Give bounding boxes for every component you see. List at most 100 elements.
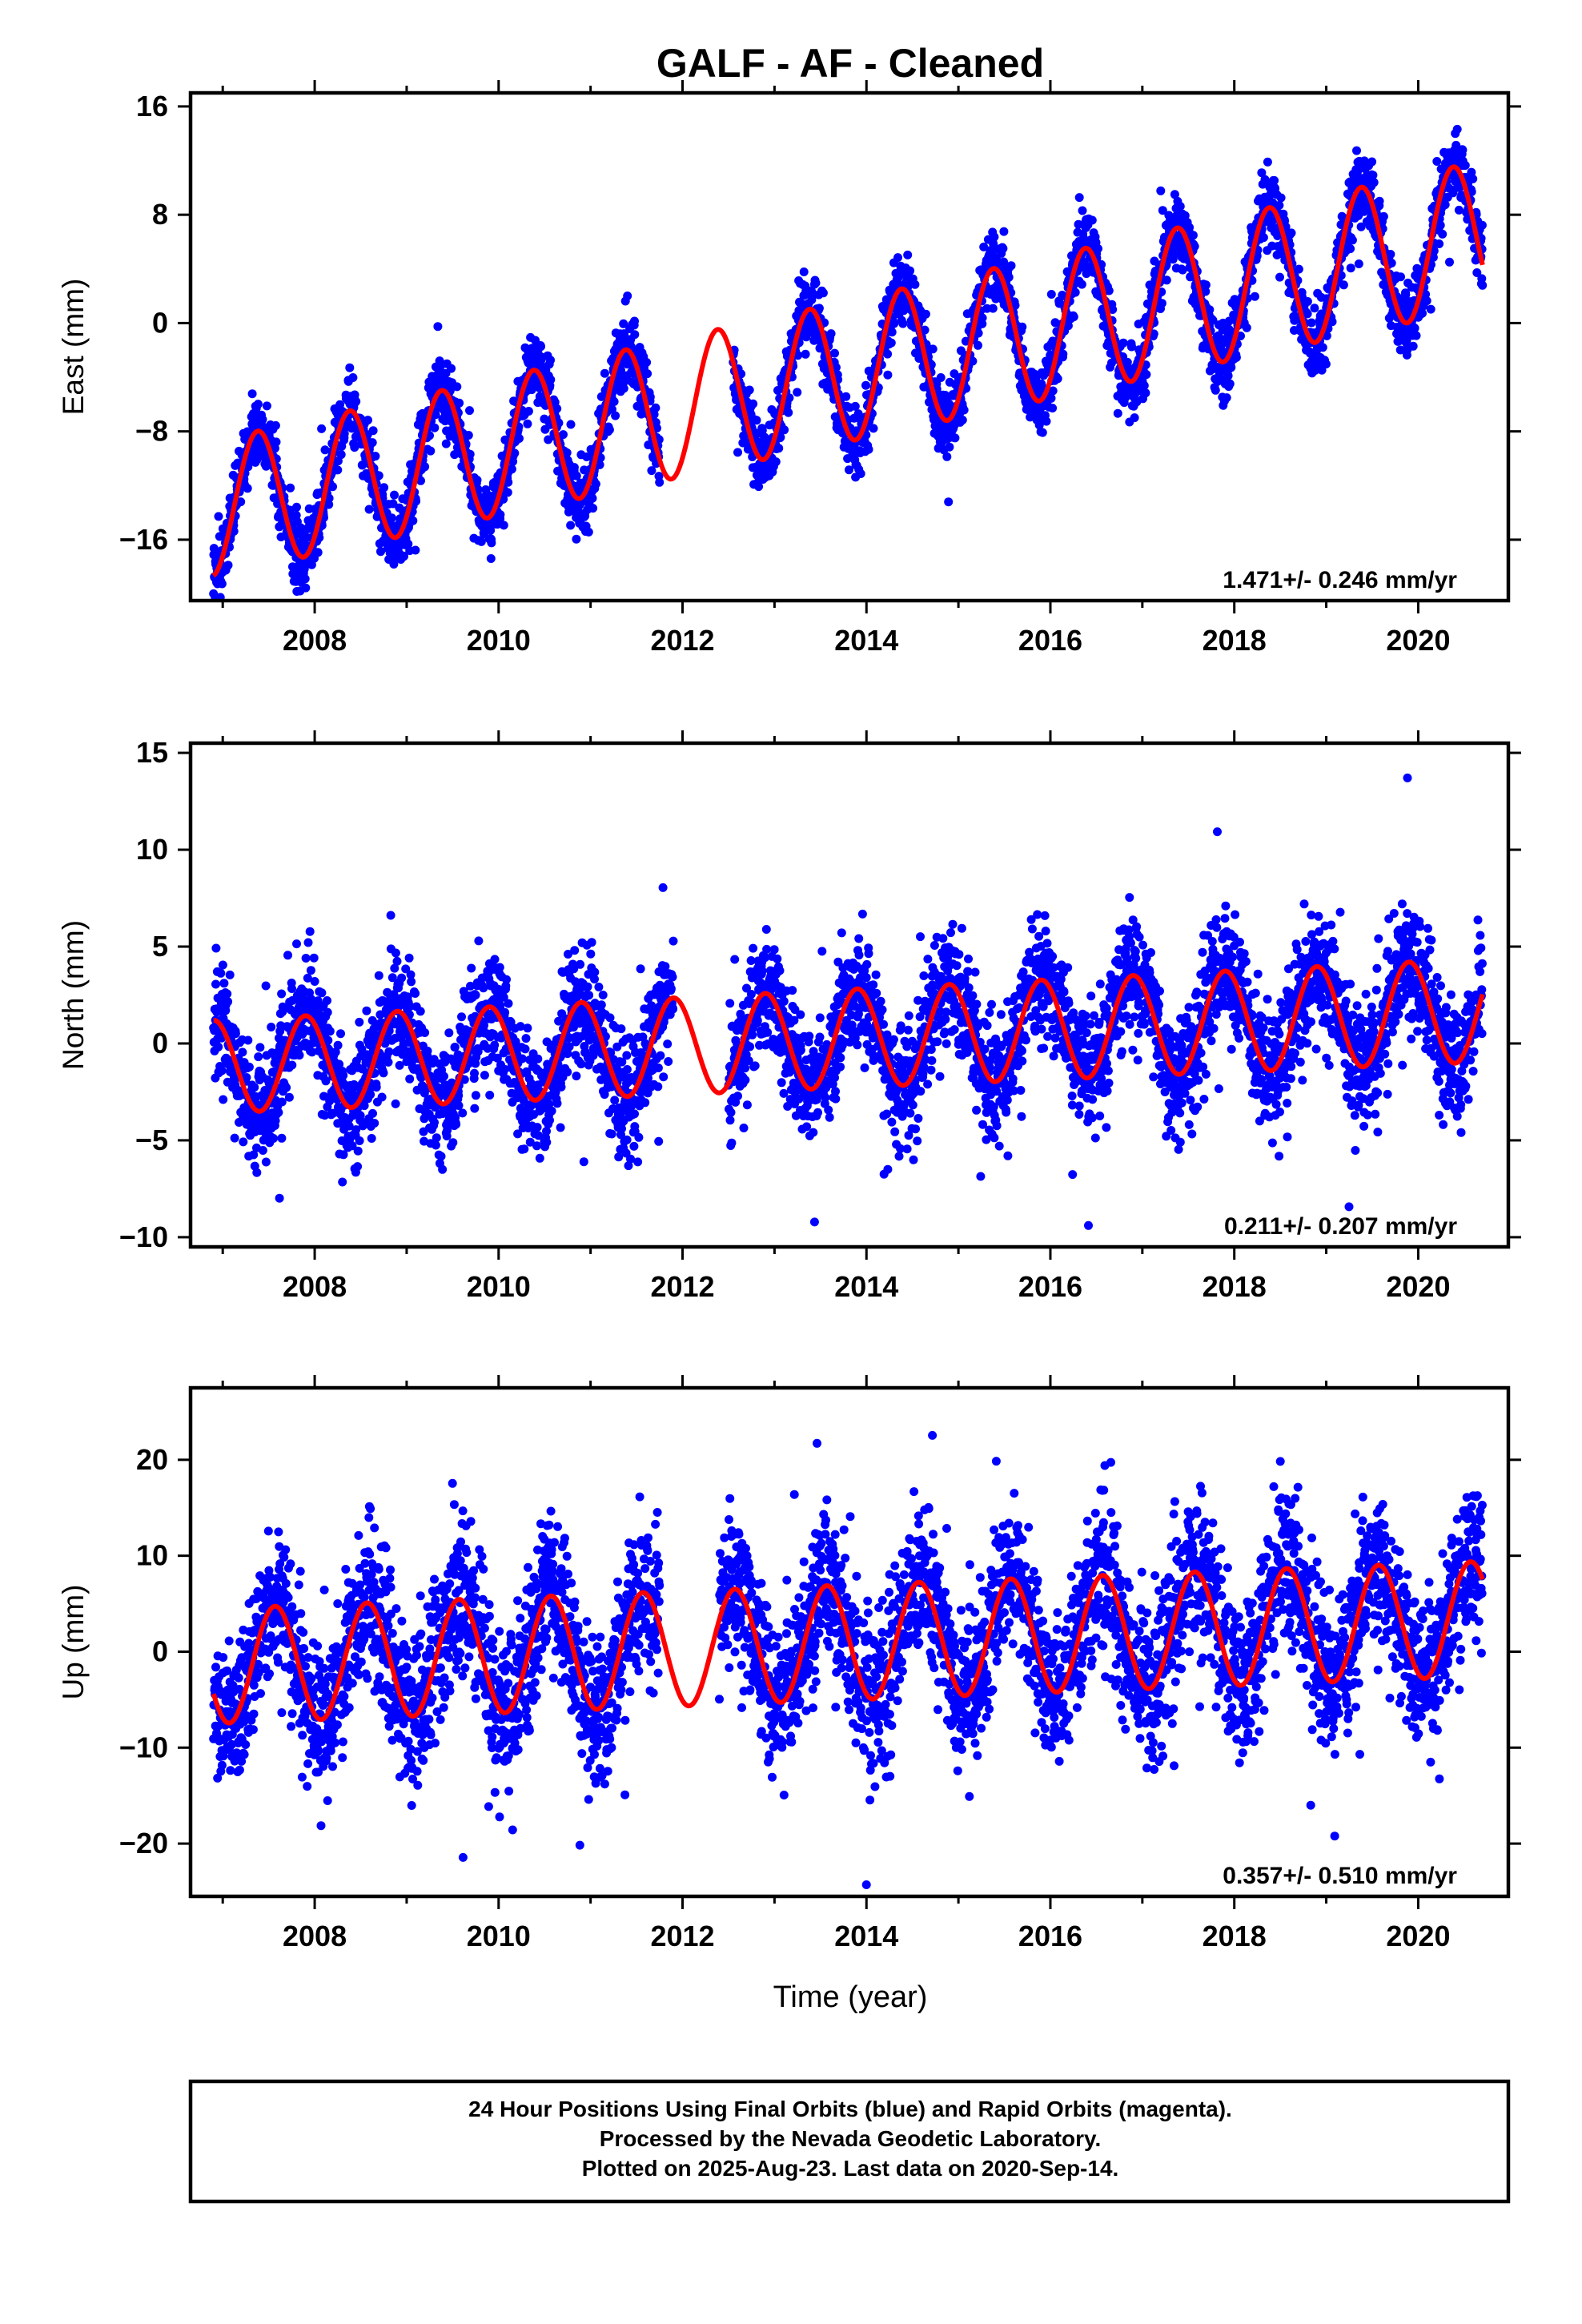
data-point — [216, 968, 226, 978]
data-point — [364, 505, 374, 514]
data-point — [496, 510, 505, 520]
data-point — [655, 477, 665, 487]
data-point — [793, 351, 803, 360]
data-point — [572, 471, 581, 480]
data-point — [452, 382, 462, 392]
data-point — [1078, 206, 1087, 215]
data-point — [441, 439, 451, 448]
data-point — [616, 366, 625, 375]
data-point — [826, 329, 836, 339]
data-point — [411, 545, 420, 555]
data-point — [771, 457, 781, 467]
data-point — [968, 356, 978, 366]
data-point — [1108, 305, 1118, 314]
data-point — [487, 538, 496, 548]
data-point — [362, 1006, 371, 1015]
data-point — [845, 465, 853, 475]
data-point — [1250, 292, 1259, 301]
data-point — [223, 561, 233, 570]
data-point — [1369, 178, 1379, 187]
data-point — [1275, 272, 1284, 282]
data-point — [231, 1029, 240, 1039]
data-point — [1422, 296, 1431, 306]
data-point — [215, 593, 225, 601]
data-point — [503, 488, 512, 497]
data-point — [1411, 331, 1421, 340]
data-point — [785, 393, 794, 403]
data-point — [374, 971, 383, 980]
data-point — [856, 469, 865, 478]
data-point — [544, 435, 553, 444]
data-point — [225, 970, 235, 979]
data-point — [887, 328, 897, 337]
y-tick-label: −16 — [119, 523, 168, 556]
data-point — [1460, 161, 1470, 170]
data-point — [1339, 280, 1348, 290]
data-point — [1435, 239, 1444, 248]
data-point — [252, 1168, 262, 1177]
data-point — [277, 1133, 287, 1143]
data-point — [1175, 202, 1185, 211]
data-point — [389, 560, 399, 569]
data-point — [733, 448, 742, 457]
data-point — [255, 1043, 265, 1052]
data-point — [384, 1047, 394, 1056]
data-point — [886, 338, 896, 348]
data-point — [1074, 193, 1084, 203]
data-point — [305, 927, 315, 936]
data-point — [376, 547, 385, 557]
data-point — [219, 1095, 228, 1104]
data-point — [301, 954, 311, 963]
data-point — [588, 504, 598, 513]
y-axis-label: East (mm) — [57, 279, 90, 416]
data-point — [1070, 287, 1080, 297]
data-point — [830, 348, 839, 358]
data-point — [292, 502, 301, 512]
data-point — [831, 363, 841, 372]
data-point — [333, 465, 343, 475]
data-point — [325, 1027, 335, 1036]
data-point — [630, 330, 640, 340]
data-point — [351, 396, 361, 406]
x-tick-label: 2016 — [1018, 624, 1082, 657]
data-point — [238, 1047, 247, 1057]
data-point — [258, 1146, 267, 1155]
data-point — [1227, 363, 1236, 372]
data-point — [611, 411, 620, 420]
data-point — [1263, 157, 1272, 167]
data-point — [774, 444, 784, 453]
data-point — [404, 953, 414, 963]
data-point — [1396, 272, 1405, 282]
data-point — [455, 398, 464, 408]
data-point — [978, 313, 987, 323]
data-point — [1185, 223, 1195, 232]
data-point — [223, 989, 232, 999]
data-point — [387, 513, 396, 523]
data-point — [350, 390, 359, 400]
data-point — [643, 369, 652, 379]
data-point — [350, 443, 359, 452]
data-point — [1157, 299, 1166, 308]
data-point — [1307, 318, 1316, 328]
data-point — [447, 364, 456, 373]
data-point — [619, 319, 628, 328]
data-point — [377, 1092, 387, 1102]
data-point — [371, 452, 380, 461]
data-point — [999, 227, 1009, 236]
data-point — [841, 392, 851, 401]
data-point — [283, 951, 292, 960]
data-point — [368, 426, 378, 436]
velocity-label: 1.471+/- 0.246 mm/yr — [1223, 567, 1457, 593]
data-point — [391, 948, 400, 958]
data-point — [239, 1137, 248, 1147]
data-point — [1408, 341, 1418, 351]
data-point — [920, 325, 930, 335]
data-point — [301, 583, 311, 593]
data-point — [1010, 300, 1020, 310]
data-point — [271, 437, 281, 447]
data-point — [745, 385, 754, 395]
data-point — [1303, 297, 1312, 306]
data-point — [569, 463, 579, 472]
data-point — [1094, 244, 1102, 253]
data-point — [1048, 404, 1058, 413]
